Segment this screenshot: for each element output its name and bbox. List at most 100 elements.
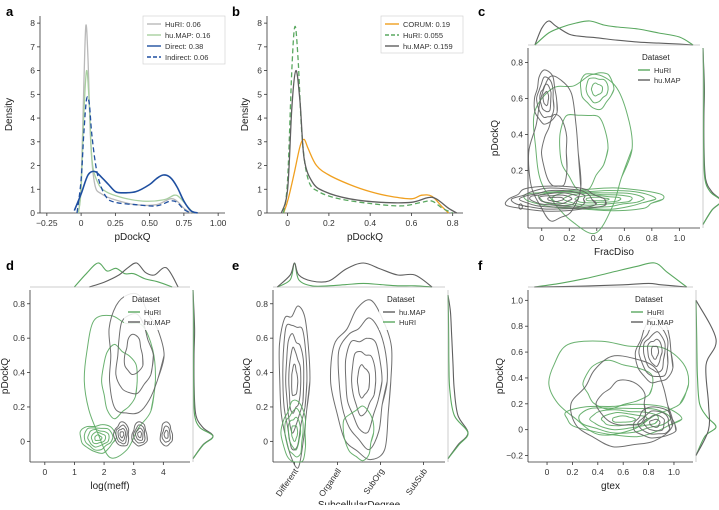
y-tick-label: 0.6 bbox=[511, 93, 523, 103]
marginal-top-line-humap bbox=[534, 20, 694, 46]
marginal-top bbox=[528, 262, 693, 288]
x-axis-label: pDockQ bbox=[347, 232, 383, 243]
contour-ring bbox=[518, 189, 586, 208]
x-tick-label: 0.75 bbox=[176, 218, 193, 228]
y-tick-label: 0.6 bbox=[511, 347, 523, 357]
contour-ring bbox=[342, 405, 375, 462]
contour-ring bbox=[649, 418, 661, 428]
density-line-huri bbox=[282, 25, 453, 214]
axes: 0 0.2 0.4 0.6 0.8 0 1 2 3 4 5 6 7 8 pDockQ Density bbox=[240, 16, 463, 243]
contour-ring bbox=[291, 425, 299, 442]
y-tick-label: 3 bbox=[257, 137, 262, 147]
contour-ring bbox=[642, 331, 666, 373]
marginal-right-line-humap bbox=[695, 300, 717, 456]
contour-ring bbox=[94, 434, 103, 441]
density-line-direct bbox=[73, 170, 198, 214]
contour-ring bbox=[163, 429, 169, 439]
x-tick-label: 0.2 bbox=[567, 467, 579, 477]
y-tick-label: 0.2 bbox=[511, 165, 523, 175]
y-tick-label: 0.6 bbox=[256, 333, 268, 343]
panel-f: f 0 0.2 0.4 0.6 0.8 1.0 −0.2 0 0.2 0.4 0.6 0.8 1.0 gte… bbox=[478, 258, 717, 492]
y-tick-label: 5 bbox=[257, 89, 262, 99]
legend-entry: hu.MAP bbox=[144, 318, 171, 327]
contour-ring bbox=[585, 77, 609, 104]
legend: CORUM: 0.19 HuRI: 0.055 hu.MAP: 0.159 bbox=[380, 15, 464, 54]
contour-ring bbox=[562, 193, 633, 206]
panel-label: a bbox=[6, 4, 14, 19]
x-tick-label: 3 bbox=[131, 467, 136, 477]
x-axis-label: pDockQ bbox=[114, 232, 150, 243]
density-line-humap bbox=[280, 69, 458, 214]
x-tick-label: 1.00 bbox=[210, 218, 227, 228]
x-tick-label: 0.6 bbox=[617, 467, 629, 477]
x-tick-label: 0.8 bbox=[643, 467, 655, 477]
legend-entry: hu.MAP bbox=[647, 318, 674, 327]
x-tick-label: 0.4 bbox=[591, 233, 603, 243]
x-tick-label: 0.4 bbox=[364, 218, 376, 228]
y-tick-label: 0.8 bbox=[511, 321, 523, 331]
contour-huri bbox=[523, 72, 665, 235]
x-tick-label: 0 bbox=[79, 218, 84, 228]
marginal-right-line-huri bbox=[447, 295, 469, 459]
legend-entry: hu.MAP: 0.159 bbox=[403, 42, 453, 51]
contour-ring bbox=[287, 416, 302, 451]
x-tick-label: 0.25 bbox=[107, 218, 124, 228]
x-tick-label: 2 bbox=[102, 467, 107, 477]
x-tick-label: 0.8 bbox=[646, 233, 658, 243]
x-axis-label: FracDiso bbox=[594, 247, 634, 258]
x-tick-label: SubSub bbox=[404, 466, 430, 497]
y-tick-label: 4 bbox=[30, 113, 35, 123]
x-tick-label: 0 bbox=[285, 218, 290, 228]
contour-ring bbox=[291, 363, 299, 397]
legend-entry: Direct: 0.38 bbox=[165, 42, 203, 51]
y-tick-label: 7 bbox=[30, 42, 35, 52]
contour-ring bbox=[611, 415, 636, 423]
contour-ring bbox=[548, 340, 690, 436]
panel-label: e bbox=[232, 258, 239, 273]
marginal-right bbox=[702, 47, 719, 228]
y-tick-label: 0.4 bbox=[256, 368, 268, 378]
marginal-right bbox=[695, 290, 717, 462]
y-tick-label: 0.4 bbox=[511, 373, 523, 383]
contour-ring bbox=[532, 73, 633, 235]
legend-title: Dataset bbox=[635, 295, 663, 304]
legend-entry: hu.MAP: 0.16 bbox=[165, 31, 210, 40]
legend-entry: HuRI bbox=[144, 308, 161, 317]
contour-huri bbox=[280, 399, 375, 463]
contour-ring bbox=[329, 299, 393, 461]
y-tick-label: 5 bbox=[30, 89, 35, 99]
x-tick-label: 0.6 bbox=[406, 218, 418, 228]
marginal-right-line-humap bbox=[447, 295, 469, 459]
legend-box bbox=[634, 50, 694, 88]
y-tick-label: 1 bbox=[30, 184, 35, 194]
panel-c: c 0 0.2 0.4 0.6 0.8 1.0 0 0.2 0.4 0.6 0.8 FracDiso pD… bbox=[478, 4, 719, 258]
x-tick-label: 1.0 bbox=[673, 233, 685, 243]
contour-ring bbox=[540, 113, 568, 187]
marginal-top-line-humap bbox=[534, 282, 687, 288]
contour-ring bbox=[284, 407, 304, 458]
contour-ring bbox=[542, 90, 550, 107]
legend-title: Dataset bbox=[132, 295, 160, 304]
contour-ring bbox=[132, 424, 146, 444]
y-tick-label: 0.4 bbox=[13, 368, 25, 378]
x-tick-label: −0.25 bbox=[36, 218, 58, 228]
contour-ring bbox=[159, 421, 174, 447]
marginal-right-line-huri bbox=[702, 47, 719, 225]
y-tick-label: 0 bbox=[518, 201, 523, 211]
panel-e: e Different Organell SubOrg SubSub 0 0.2 0.4 0.6… bbox=[232, 258, 469, 510]
legend-title: Dataset bbox=[387, 295, 415, 304]
contour-ring bbox=[634, 317, 674, 384]
legend-entry: HuRI bbox=[647, 308, 664, 317]
legend-box bbox=[124, 292, 184, 330]
x-axis-label: SubcellularDegree bbox=[318, 500, 401, 505]
density-line-corum bbox=[282, 138, 450, 214]
legend-entry: HuRI bbox=[654, 66, 671, 75]
contour-ring bbox=[123, 333, 144, 376]
axes: 0 1 2 3 4 0 0.2 0.4 0.6 0.8 log(meff) pDockQ bbox=[0, 290, 190, 492]
y-tick-label: 0.2 bbox=[511, 399, 523, 409]
